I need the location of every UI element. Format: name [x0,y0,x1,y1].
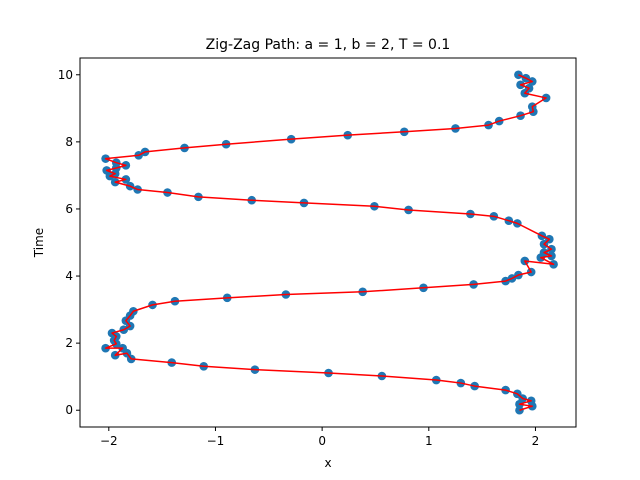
plot-layer [101,70,558,415]
x-tick-label: 2 [532,434,540,448]
x-tick-label: 0 [318,434,326,448]
y-tick-label: 8 [65,135,73,149]
x-tick-label: −1 [207,434,225,448]
y-tick-label: 6 [65,202,73,216]
x-tick-label: 1 [425,434,433,448]
chart-title: Zig-Zag Path: a = 1, b = 2, T = 0.1 [206,37,451,53]
axes-layer: −2 −1 0 1 2 0 2 4 6 8 10 [58,68,540,448]
y-tick-label: 2 [65,336,73,350]
plot-frame [79,57,577,428]
x-axis-label: x [324,456,331,470]
data-point [515,405,524,415]
data-point [514,70,523,80]
x-tick-label: −2 [100,434,118,448]
y-tick-label: 4 [65,269,73,283]
y-tick-label: 10 [58,68,73,82]
series-line [104,74,555,411]
y-axis-label: Time [32,228,46,258]
y-tick-label: 0 [65,403,73,417]
